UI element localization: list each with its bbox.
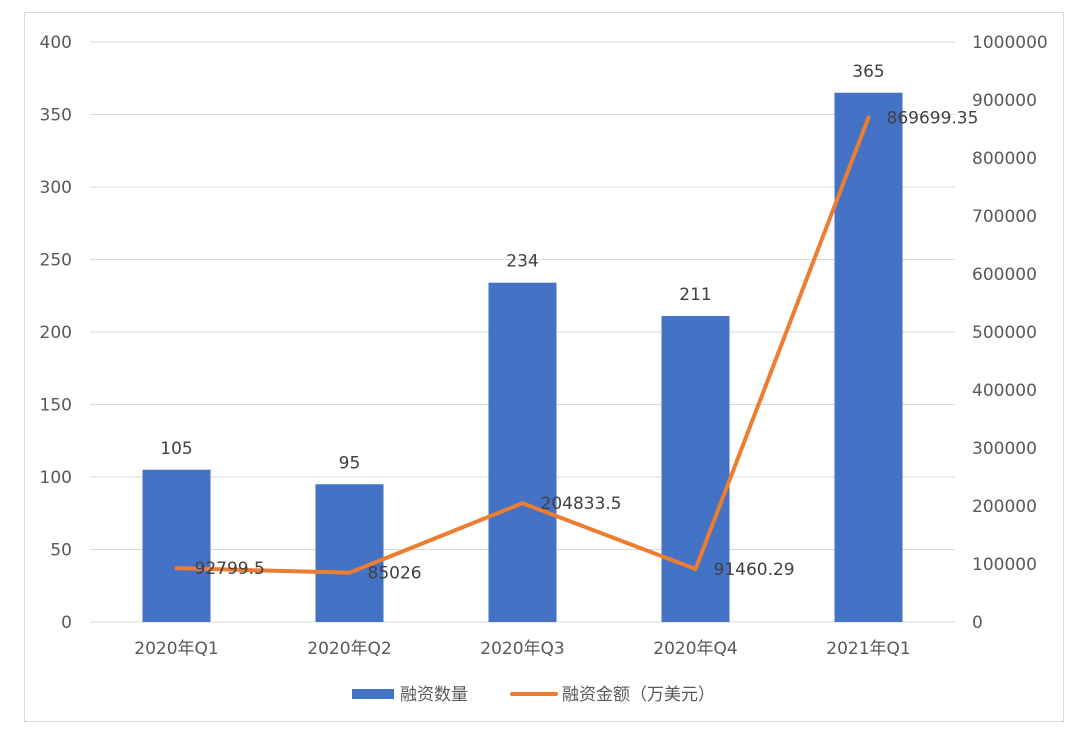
x-tick-label: 2020年Q1: [134, 639, 218, 659]
bar-value-label: 234: [506, 252, 538, 272]
right-tick-label: 200000: [972, 497, 1037, 517]
bar-value-label: 365: [852, 62, 884, 82]
data-labels: 105 95 234 211 365 92799.5 85026 204833.5 91460.…: [160, 62, 978, 584]
bar: [488, 282, 557, 622]
line-point: [693, 566, 698, 571]
left-tick-label: 350: [40, 106, 72, 126]
bar-value-label: 211: [679, 285, 711, 305]
x-axis-ticks: 2020年Q1 2020年Q2 2020年Q3 2020年Q4 2021年Q1: [134, 639, 910, 659]
line-value-label: 92799.5: [195, 559, 265, 579]
right-tick-label: 500000: [972, 323, 1037, 343]
left-tick-label: 100: [40, 468, 72, 488]
x-tick-label: 2020年Q4: [653, 639, 737, 659]
legend: 融资数量 融资金额（万美元）: [352, 685, 715, 705]
line-point: [347, 570, 352, 575]
left-tick-label: 250: [40, 251, 72, 271]
legend-label-count: 融资数量: [400, 685, 468, 705]
left-tick-label: 200: [40, 323, 72, 343]
right-tick-label: 900000: [972, 91, 1037, 111]
right-axis-ticks: 0 100000 200000 300000 400000 500000 600000 700…: [972, 33, 1048, 633]
left-axis-ticks: 0 50 100 150 200 250 300 350 400: [40, 33, 72, 633]
left-tick-label: 150: [40, 396, 72, 416]
line-point: [866, 115, 871, 120]
left-tick-label: 300: [40, 178, 72, 198]
line-point: [520, 501, 525, 506]
line-value-label: 85026: [368, 564, 422, 584]
right-tick-label: 400000: [972, 381, 1037, 401]
right-tick-label: 600000: [972, 265, 1037, 285]
legend-label-amount: 融资金额（万美元）: [562, 685, 715, 705]
right-tick-label: 700000: [972, 207, 1037, 227]
left-tick-label: 50: [50, 541, 72, 561]
bar-value-label: 95: [339, 453, 361, 473]
right-tick-label: 0: [972, 613, 983, 633]
bar: [142, 469, 211, 622]
gridlines: [90, 41, 955, 623]
bar: [315, 484, 384, 622]
bar: [661, 316, 730, 622]
x-tick-label: 2020年Q2: [307, 639, 391, 659]
line-point: [174, 566, 179, 571]
right-tick-label: 1000000: [972, 33, 1048, 53]
legend-swatch-bar: [352, 689, 394, 699]
right-tick-label: 800000: [972, 149, 1037, 169]
x-tick-label: 2020年Q3: [480, 639, 564, 659]
line-value-label: 204833.5: [541, 494, 622, 514]
line-series: [174, 115, 871, 575]
right-tick-label: 300000: [972, 439, 1037, 459]
bar: [834, 92, 903, 622]
line-value-label: 869699.35: [887, 109, 979, 129]
left-tick-label: 0: [61, 613, 72, 633]
left-tick-label: 400: [40, 33, 72, 53]
bar-series: [142, 92, 903, 622]
right-tick-label: 100000: [972, 555, 1037, 575]
bar-value-label: 105: [160, 439, 192, 459]
line-value-label: 91460.29: [714, 560, 795, 580]
x-tick-label: 2021年Q1: [826, 639, 910, 659]
